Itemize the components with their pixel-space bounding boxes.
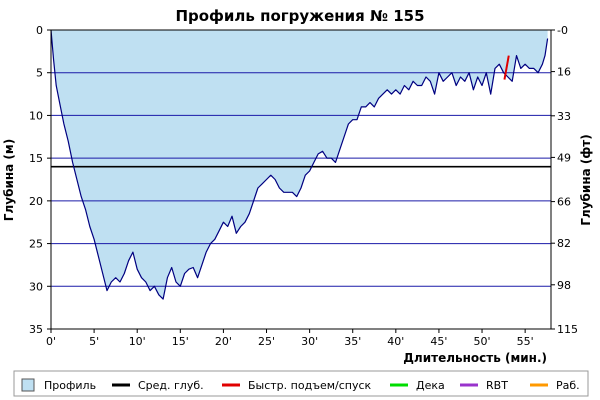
profile-area <box>51 30 548 300</box>
profile-curve <box>50 29 549 300</box>
legend-box <box>13 370 589 397</box>
x-tick-label: 0' <box>46 335 56 348</box>
profile-line <box>50 29 549 300</box>
legend-label: Профиль <box>44 379 96 392</box>
y-tick-label: 10 <box>29 109 43 122</box>
legend: Профиль Сред. глуб. Быстр. подъем/спуск Дек… <box>13 370 589 397</box>
x-tick-label: 30' <box>301 335 318 348</box>
y-tick-label: 20 <box>29 195 43 208</box>
x-tick-label: 15' <box>172 335 189 348</box>
x-tick-label: 5' <box>89 335 99 348</box>
y-tick-label-right: 33 <box>557 110 571 123</box>
y-tick-label-right: 115 <box>557 323 578 336</box>
x-tick-label: 35' <box>344 335 361 348</box>
y-axis-right-ticks: -0 16 33 49 66 82 98 115 <box>551 24 578 336</box>
y-axis-left-ticks: 0 5 10 15 20 25 30 35 <box>29 24 51 336</box>
x-tick-label: 25' <box>258 335 275 348</box>
y-tick-label: 25 <box>29 238 43 251</box>
plot-border <box>50 29 552 330</box>
x-axis-ticks: 0' 5' 10' 15' 20' 25' 30' 35' 40' 45' 50' 55' <box>46 329 534 348</box>
plot-frame <box>50 29 552 330</box>
chart-title: Профиль погружения № 155 <box>175 7 424 25</box>
y-tick-label-right: 82 <box>557 237 571 250</box>
x-tick-label: 10' <box>129 335 146 348</box>
y-tick-label: 30 <box>29 280 43 293</box>
legend-label: Сред. глуб. <box>138 379 204 392</box>
legend-label: RBT <box>486 379 508 392</box>
profile-fill <box>51 30 548 300</box>
y-tick-label-right: 66 <box>557 196 571 209</box>
y-tick-label-right: 16 <box>557 66 571 79</box>
legend-label: Раб. <box>556 379 580 392</box>
y-tick-label: 5 <box>36 67 43 80</box>
fast-ascent-segment <box>503 55 510 80</box>
y-tick-label-right: -0 <box>557 24 568 37</box>
y-tick-label-right: 98 <box>557 279 571 292</box>
x-tick-label: 40' <box>387 335 404 348</box>
y-axis-right-label: Глубина (фт) <box>579 134 593 225</box>
x-tick-label: 50' <box>474 335 491 348</box>
x-tick-label: 45' <box>430 335 447 348</box>
y-tick-label: 15 <box>29 152 43 165</box>
x-tick-label: 55' <box>517 335 534 348</box>
x-tick-label: 20' <box>215 335 232 348</box>
grid-lines <box>51 72 551 287</box>
y-tick-label: 35 <box>29 323 43 336</box>
y-tick-label: 0 <box>36 24 43 37</box>
legend-label: Быстр. подъем/спуск <box>248 379 372 392</box>
legend-label: Дека <box>416 379 445 392</box>
legend-swatch-profile <box>21 378 35 392</box>
y-axis-left-label: Глубина (м) <box>2 139 16 221</box>
y-tick-label-right: 49 <box>557 151 571 164</box>
x-axis-label: Длительность (мин.) <box>403 351 547 365</box>
